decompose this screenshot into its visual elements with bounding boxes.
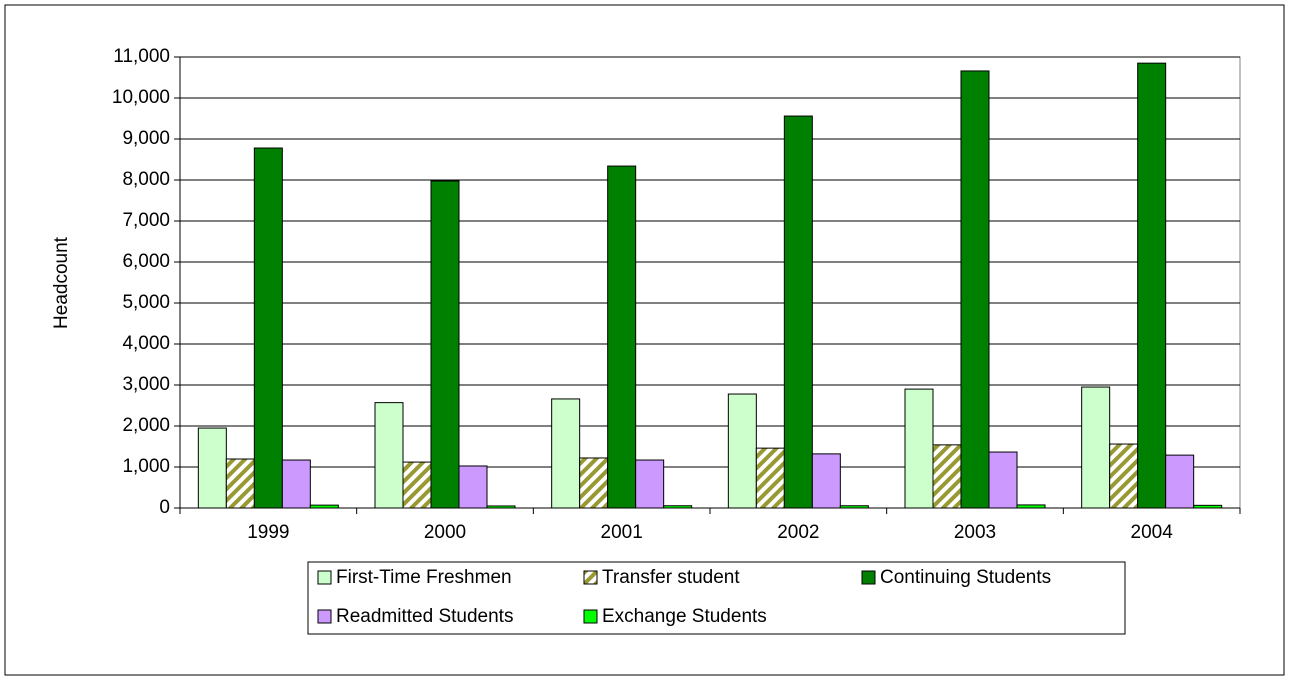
bar bbox=[579, 457, 609, 509]
y-tick-label: 0 bbox=[159, 497, 170, 518]
bar bbox=[458, 465, 488, 509]
bar bbox=[1081, 386, 1111, 509]
legend-label: Transfer student bbox=[602, 567, 740, 588]
bar bbox=[374, 402, 404, 509]
y-tick-label: 6,000 bbox=[122, 251, 170, 272]
bar bbox=[197, 427, 227, 509]
y-tick-label: 9,000 bbox=[122, 128, 170, 149]
bar bbox=[430, 180, 460, 509]
x-tick-label: 2000 bbox=[424, 522, 466, 543]
y-tick-label: 2,000 bbox=[122, 415, 170, 436]
y-tick-label: 8,000 bbox=[122, 169, 170, 190]
y-tick-label: 5,000 bbox=[122, 292, 170, 313]
x-tick-label: 2001 bbox=[601, 522, 643, 543]
y-tick-label: 7,000 bbox=[122, 210, 170, 231]
legend-swatch bbox=[317, 570, 332, 585]
bar bbox=[607, 165, 637, 509]
bar bbox=[811, 453, 841, 509]
bar bbox=[727, 393, 757, 509]
legend-label: Exchange Students bbox=[602, 606, 767, 627]
legend-swatch bbox=[583, 570, 598, 585]
legend-label: First-Time Freshmen bbox=[336, 567, 512, 588]
bar bbox=[783, 115, 813, 509]
x-tick-label: 2004 bbox=[1131, 522, 1174, 543]
y-tick-label: 10,000 bbox=[112, 87, 170, 108]
bar bbox=[281, 459, 311, 509]
y-tick-label: 3,000 bbox=[122, 374, 170, 395]
legend-box bbox=[307, 561, 1126, 635]
plot-area bbox=[179, 56, 1241, 509]
x-tick-label: 2003 bbox=[954, 522, 996, 543]
bar bbox=[960, 70, 990, 509]
bar bbox=[551, 398, 581, 509]
bar bbox=[988, 451, 1018, 509]
legend-swatch bbox=[317, 609, 332, 624]
x-tick-label: 2002 bbox=[777, 522, 819, 543]
bar bbox=[225, 458, 255, 509]
bar bbox=[1165, 454, 1195, 509]
legend-label: Continuing Students bbox=[880, 567, 1051, 588]
y-tick-label: 1,000 bbox=[122, 456, 170, 477]
bar bbox=[402, 461, 432, 509]
x-tick-label: 1999 bbox=[247, 522, 289, 543]
legend-swatch bbox=[583, 609, 598, 624]
bar bbox=[1137, 62, 1167, 509]
y-axis-title: Headcount bbox=[51, 236, 72, 329]
bar bbox=[904, 388, 934, 509]
bar bbox=[253, 147, 283, 509]
bar bbox=[1109, 443, 1139, 509]
y-tick-label: 4,000 bbox=[122, 333, 170, 354]
y-tick-label: 11,000 bbox=[113, 46, 170, 67]
bar bbox=[932, 444, 962, 509]
bar bbox=[635, 459, 665, 509]
bar bbox=[755, 447, 785, 509]
legend-swatch bbox=[861, 570, 876, 585]
legend-label: Readmitted Students bbox=[336, 606, 513, 627]
